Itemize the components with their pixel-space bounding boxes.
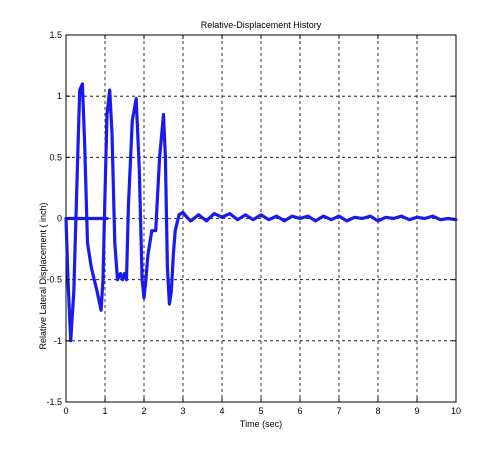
plot-area: 0 1 2 3 4 5 6 7 8 9 10 -1.5 -1 -0.5 0 0.5 1 1.5 xyxy=(46,30,461,416)
y-axis-label: Relative Lateral Displacement ( inch) xyxy=(38,202,48,349)
x-tick-label: 2 xyxy=(141,406,146,416)
x-tick-label: 0 xyxy=(63,406,68,416)
x-tick-label: 3 xyxy=(180,406,185,416)
x-axis-label: Time (sec) xyxy=(240,419,282,429)
grid-lines xyxy=(66,35,456,402)
y-tick-label: 0.5 xyxy=(49,152,62,162)
x-tick-label: 4 xyxy=(219,406,224,416)
x-tick-label: 9 xyxy=(414,406,419,416)
series-lines xyxy=(64,82,458,343)
x-tick-label: 10 xyxy=(451,406,461,416)
y-tick-label: -1 xyxy=(54,336,62,346)
x-tick-label: 8 xyxy=(375,406,380,416)
x-tick-label: 7 xyxy=(336,406,341,416)
x-tick-label: 6 xyxy=(297,406,302,416)
y-tick-label: 1 xyxy=(57,91,62,101)
series-line-0 xyxy=(64,82,458,343)
y-tick-label: -0.5 xyxy=(46,275,62,285)
chart-title: Relative-Displacement History xyxy=(201,20,322,30)
y-tick-label: 1.5 xyxy=(49,30,62,40)
y-axis-ticks: -1.5 -1 -0.5 0 0.5 1 1.5 xyxy=(46,30,456,407)
x-tick-label: 5 xyxy=(258,406,263,416)
y-tick-label: 0 xyxy=(57,214,62,224)
x-axis-ticks: 0 1 2 3 4 5 6 7 8 9 10 xyxy=(63,35,461,416)
x-tick-label: 1 xyxy=(102,406,107,416)
y-tick-label: -1.5 xyxy=(46,397,62,407)
